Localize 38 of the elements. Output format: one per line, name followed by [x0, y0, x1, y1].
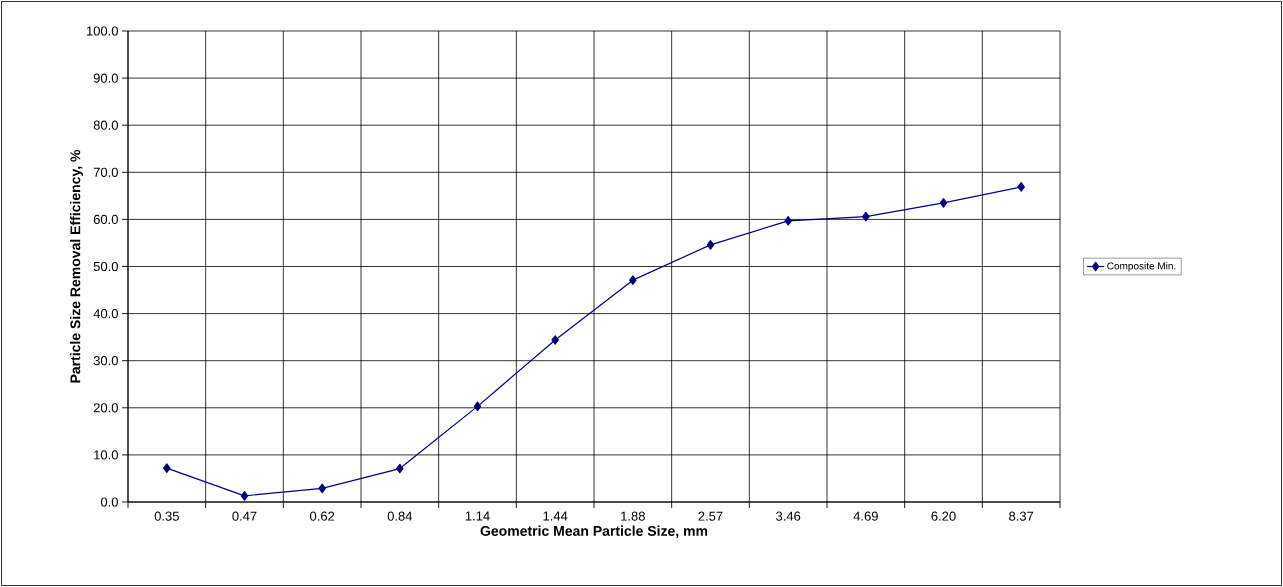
point: [473, 401, 482, 412]
x-tick-label: 8.37: [1009, 511, 1034, 521]
legend-label: Composite Min.: [1107, 262, 1176, 272]
point: [629, 275, 637, 285]
x-tick-label: 0.84: [387, 511, 413, 521]
y-tick-label: 10.0: [94, 450, 118, 460]
y-tick-label: 80.0: [93, 120, 118, 130]
point: [318, 483, 326, 494]
y-axis-title: Particle Size Removal Efficiency, %: [70, 149, 84, 383]
point: [939, 198, 948, 208]
x-tick-label: 1.14: [465, 511, 490, 521]
x-tick-label: 0.35: [154, 511, 179, 521]
y-tick-label: 40.0: [93, 308, 118, 319]
x-tick-label: 2.57: [698, 511, 723, 521]
y-tick-label: 20.0: [93, 403, 118, 413]
x-tick-label: 0.47: [232, 511, 257, 521]
x-tick-label: 6.20: [931, 511, 956, 521]
point: [784, 216, 792, 226]
x-tick-label: 0.62: [310, 511, 335, 521]
point: [396, 463, 404, 474]
point: [862, 211, 870, 222]
x-tick-label: 3.46: [776, 511, 801, 521]
y-tick-label: 0.0: [100, 497, 118, 507]
x-tick-label: 1.44: [543, 511, 568, 521]
point: [240, 491, 249, 501]
point: [706, 240, 715, 250]
y-tick-label: 30.0: [93, 356, 118, 366]
point: [163, 463, 171, 473]
y-tick-label: 70.0: [93, 167, 118, 177]
y-tick-label: 50.0: [93, 261, 118, 272]
point: [1017, 182, 1025, 192]
y-tick-label: 100.0: [86, 26, 118, 36]
x-tick-label: 1.88: [621, 511, 645, 521]
y-tick-label: 60.0: [93, 214, 118, 224]
y-tick-label: 90.0: [93, 73, 118, 83]
x-tick-label: 4.69: [853, 511, 878, 521]
point: [551, 335, 559, 345]
x-axis-title: Geometric Mean Particle Size, mm: [480, 525, 708, 538]
